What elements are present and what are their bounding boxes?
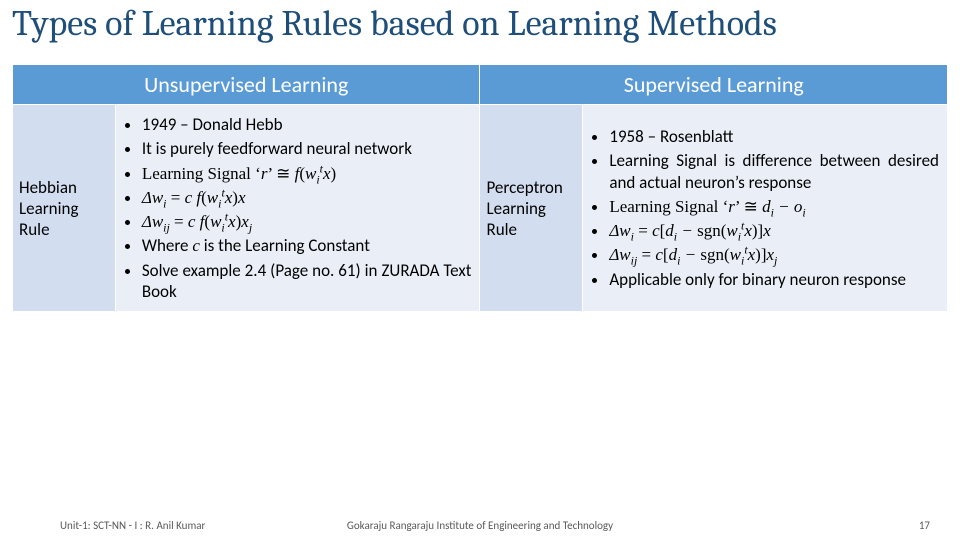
list-item: Solve example 2.4 (Page no. 61) in ZURAD… <box>142 260 472 303</box>
footer-left: Unit-1: SCT-NN - I : R. Anil Kumar <box>60 519 205 532</box>
list-item: Δwi = c f(witx)x <box>142 187 472 208</box>
list-item: Where c is the Learning Constant <box>142 235 472 256</box>
cell-hebbian: 1949 – Donald Hebb It is purely feedforw… <box>115 105 480 312</box>
comparison-table: Unsupervised Learning Supervised Learnin… <box>12 64 948 312</box>
footer: Unit-1: SCT-NN - I : R. Anil Kumar Gokar… <box>0 519 960 532</box>
header-unsupervised: Unsupervised Learning <box>13 65 480 105</box>
table-row: Hebbian Learning Rule 1949 – Donald Hebb… <box>13 105 948 312</box>
list-item: 1949 – Donald Hebb <box>142 114 472 135</box>
list-item: Δwij = c[di − sgn(witx)]xj <box>609 244 939 265</box>
row-label-perceptron: Perceptron Learning Rule <box>480 105 583 312</box>
table-header-row: Unsupervised Learning Supervised Learnin… <box>13 65 948 105</box>
cell-perceptron: 1958 – Rosenblatt Learning Signal is dif… <box>583 105 948 312</box>
list-item: 1958 – Rosenblatt <box>609 126 939 147</box>
slide: Types of Learning Rules based on Learnin… <box>0 0 960 540</box>
list-item: Δwij = c f(witx)xj <box>142 211 472 232</box>
list-item: It is purely feedforward neural network <box>142 138 472 159</box>
list-item: Applicable only for binary neuron respon… <box>609 269 939 290</box>
header-supervised: Supervised Learning <box>480 65 948 105</box>
list-item: Δwi = c[di − sgn(witx)]x <box>609 220 939 241</box>
list-item: Learning Signal is difference between de… <box>609 150 939 193</box>
footer-page-number: 17 <box>919 519 930 532</box>
list-item: Learning Signal ‘r’ ≅ f(witx) <box>142 163 472 184</box>
page-title: Types of Learning Rules based on Learnin… <box>12 4 948 44</box>
list-item: Learning Signal ‘r’ ≅ di − oi <box>609 196 939 217</box>
row-label-hebbian: Hebbian Learning Rule <box>13 105 116 312</box>
